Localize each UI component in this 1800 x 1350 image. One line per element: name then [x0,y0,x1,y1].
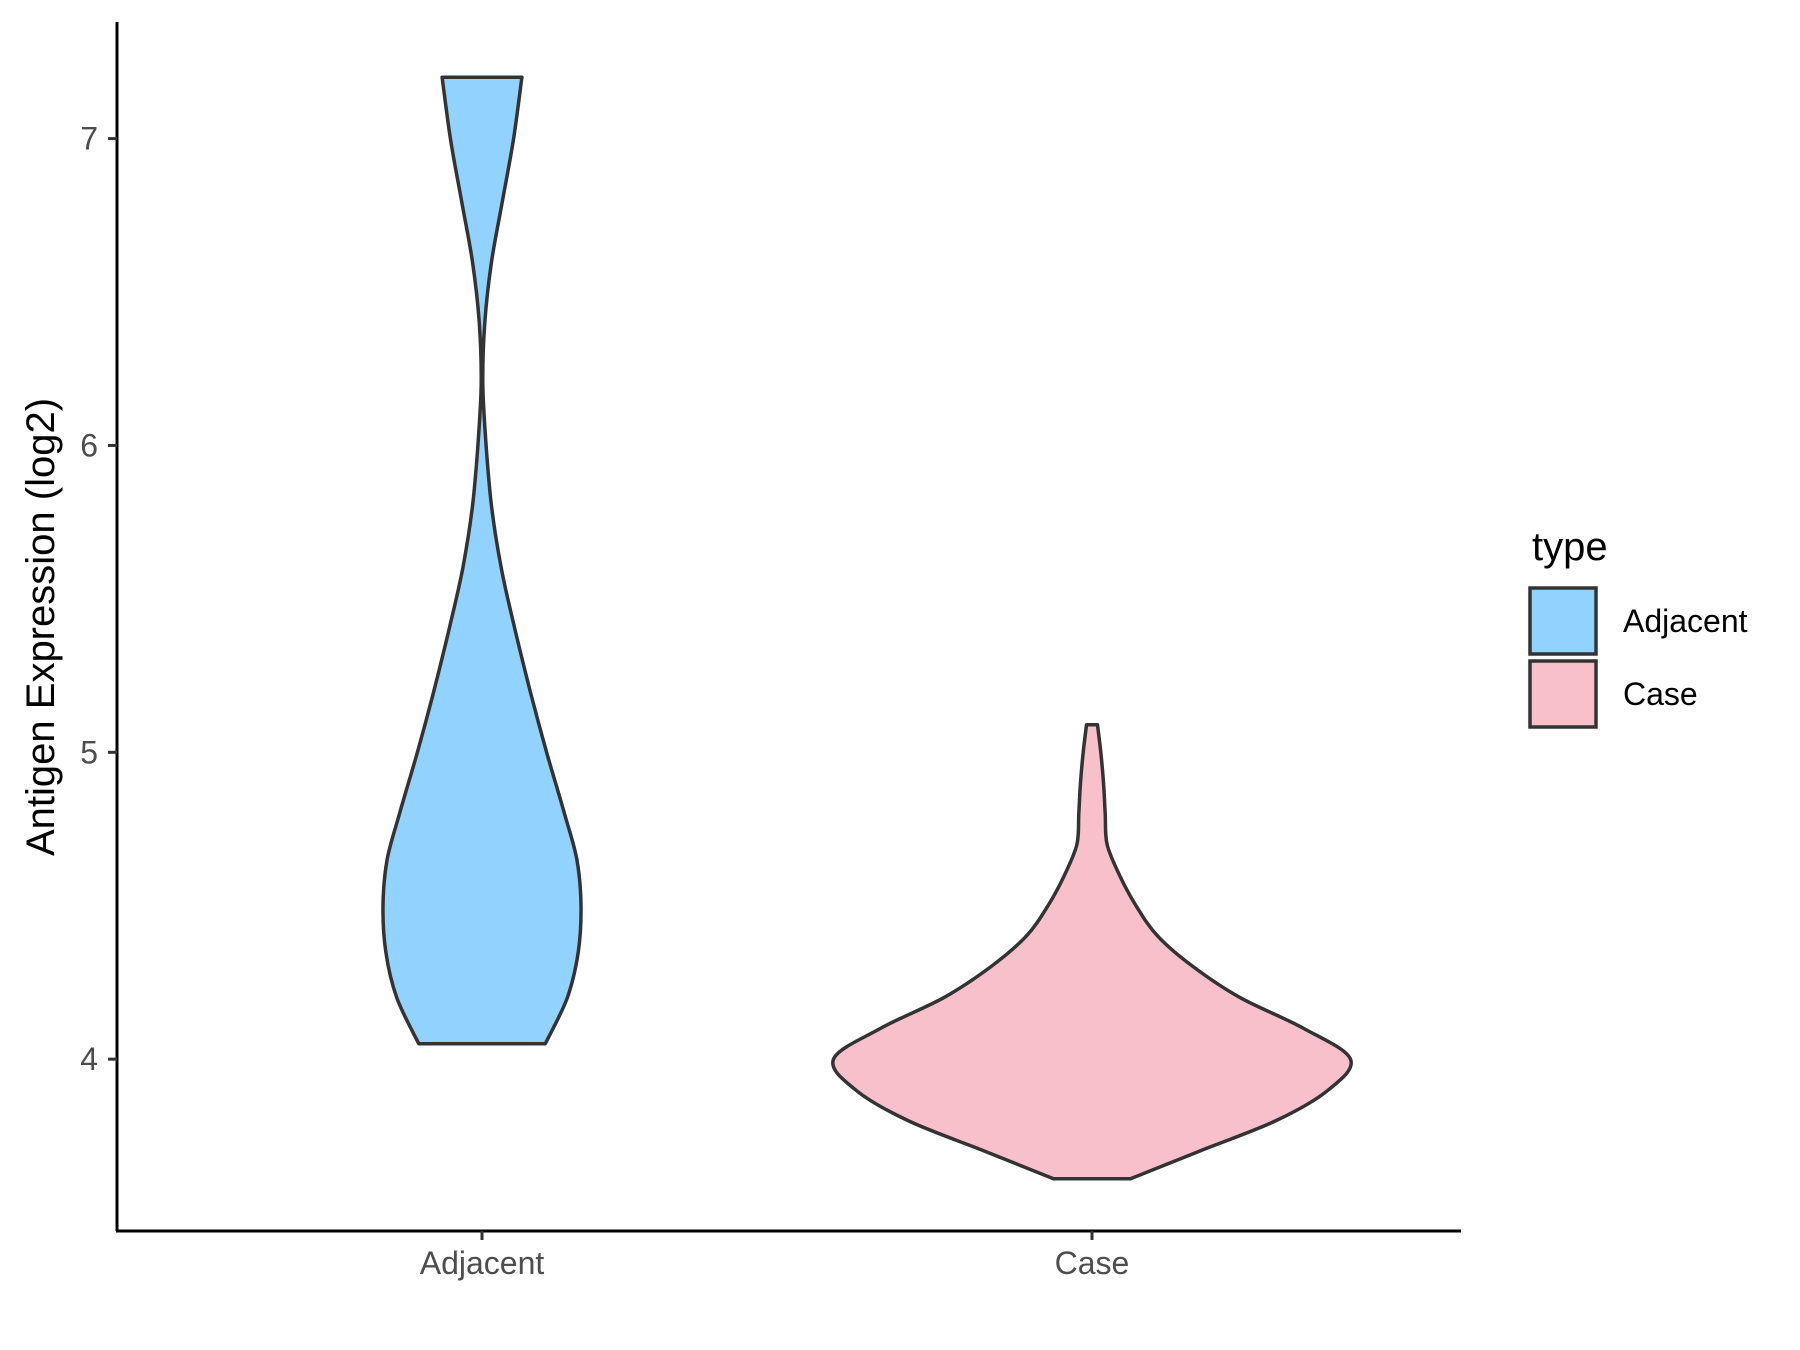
y-axis-title: Antigen Expression (log2) [19,398,63,856]
legend: type Adjacent Case [1528,525,1748,729]
legend-swatch-adjacent [1528,586,1598,656]
x-tick-label: Case [1055,1245,1130,1281]
y-tick-label: 6 [80,427,98,463]
violin-case [831,722,1353,1181]
x-axis-ticks: Adjacent Case [420,1231,1130,1281]
violin-adjacent [381,75,583,1046]
y-tick-label: 7 [80,121,98,157]
legend-swatch-case [1528,659,1598,729]
y-tick-label: 4 [80,1041,98,1077]
legend-title: type [1532,525,1608,569]
x-tick-label: Adjacent [420,1245,545,1281]
y-axis-ticks: 4 5 6 7 [80,121,117,1077]
legend-label-adjacent: Adjacent [1623,603,1748,639]
violin-layer [381,75,1353,1181]
y-tick-label: 5 [80,734,98,770]
legend-label-case: Case [1623,676,1698,712]
